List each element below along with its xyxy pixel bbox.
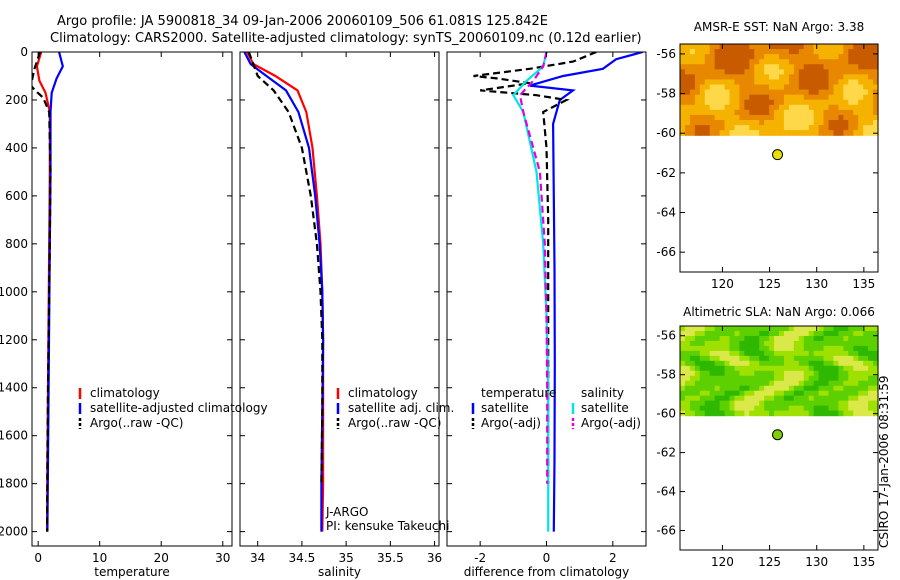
temperature-legend-entry: Argo(..raw -QC) [90, 416, 183, 430]
salinity-xtick-label: 34 [250, 551, 265, 565]
temperature-panel: 0 10 20 30 0 200 400 600 800 1000 1200 1400 1600 1800… [0, 45, 268, 579]
depth-tick-label: 200 [5, 93, 28, 107]
sla-heatmap-field [680, 326, 879, 417]
sst-lat-tick-label: -60 [656, 126, 676, 140]
salinity-panel: 34 34.5 35 35.5 36 salinity climatologysatelli… [239, 51, 454, 579]
difference-legend-entry: satellite [581, 401, 629, 415]
depth-tick-label: 1800 [0, 477, 28, 491]
difference-legend-group-title: temperature [481, 386, 556, 400]
sst-heatmap-field [680, 44, 879, 136]
temperature-xtick-label: 20 [154, 551, 169, 565]
depth-tick-label: 1000 [0, 285, 28, 299]
difference-series-2 [511, 52, 550, 532]
salinity-series-1 [243, 52, 325, 532]
temperature-legend-entry: satellite-adjusted climatology [90, 401, 268, 415]
sst-lat-tick-label: -62 [656, 166, 676, 180]
figure-title-line2: Climatology: CARS2000. Satellite-adjuste… [50, 31, 642, 46]
sst-map-panel: AMSR-E SST: NaN Argo: 3.38 120 125 130 135 -5… [656, 20, 879, 291]
difference-legend-entry: Argo(-adj) [581, 416, 641, 430]
credit-text: CSIRO 17-Jan-2006 08:31:59 [877, 376, 891, 548]
depth-tick-label: 600 [5, 189, 28, 203]
sla-lon-tick-label: 120 [711, 555, 734, 569]
sst-lon-tick-label: 130 [805, 277, 828, 291]
sst-lat-tick-label: -56 [656, 47, 676, 61]
temperature-xtick-label: 10 [92, 551, 107, 565]
sla-lat-tick-label: -66 [656, 524, 676, 538]
depth-tick-label: 1400 [0, 381, 28, 395]
temperature-xtick-label: 0 [34, 551, 42, 565]
sla-map-frame [679, 325, 879, 551]
salinity-legend-entry: climatology [348, 386, 418, 400]
difference-series-3 [518, 52, 549, 484]
depth-tick-label: 400 [5, 141, 28, 155]
difference-legend: temperaturesatelliteArgo(-adj)salinitysa… [471, 386, 641, 430]
figure-title-line1: Argo profile: JA 5900818_34 09-Jan-2006 … [57, 14, 548, 29]
temperature-axes-frame [31, 51, 233, 547]
salinity-series-2 [247, 52, 324, 484]
sst-lon-tick-label: 125 [758, 277, 781, 291]
difference-xtick-label: 2 [609, 551, 617, 565]
sla-lon-tick-label: 130 [805, 555, 828, 569]
difference-legend-entry: satellite [481, 401, 529, 415]
temperature-xlabel: temperature [94, 565, 169, 579]
depth-tick-label: 1200 [0, 333, 28, 347]
salinity-xlabel: salinity [318, 565, 361, 579]
temperature-series-2 [32, 52, 52, 532]
depth-tick-label: 2000 [0, 525, 28, 539]
sla-lat-tick-label: -60 [656, 407, 676, 421]
temperature-xtick-label: 30 [215, 551, 230, 565]
sst-float-marker [772, 149, 784, 161]
salinity-xtick-label: 34.5 [289, 551, 316, 565]
salinity-series-0 [246, 52, 325, 532]
sst-map-title: AMSR-E SST: NaN Argo: 3.38 [694, 20, 864, 34]
sst-lat-tick-label: -66 [656, 245, 676, 259]
salinity-legend-entry: Argo(..raw -QC) [348, 416, 441, 430]
sla-map-panel: Altimetric SLA: NaN Argo: 0.066 120 125 130… [656, 305, 879, 569]
difference-legend-entry: Argo(-adj) [481, 416, 541, 430]
sla-lat-tick-label: -58 [656, 368, 676, 382]
salinity-annotation: J-ARGO [325, 505, 368, 519]
difference-series-1 [473, 52, 597, 484]
temperature-legend-entry: climatology [90, 386, 160, 400]
salinity-xtick-label: 35 [338, 551, 353, 565]
salinity-axes-frame [239, 51, 440, 547]
salinity-xtick-label: 35.5 [377, 551, 404, 565]
salinity-xtick-label: 36 [427, 551, 442, 565]
salinity-annotation: PI: kensuke Takeuchi [326, 519, 449, 533]
sla-lat-tick-label: -56 [656, 329, 676, 343]
difference-xtick-label: -2 [474, 551, 486, 565]
salinity-legend-entry: satellite adj. clim. [348, 401, 454, 415]
depth-tick-label: 0 [20, 45, 28, 59]
difference-legend-group-title: salinity [581, 386, 624, 400]
sst-lat-tick-label: -58 [656, 87, 676, 101]
sst-lat-tick-label: -64 [656, 206, 676, 220]
sst-lon-tick-label: 120 [711, 277, 734, 291]
sst-lon-tick-label: 135 [852, 277, 875, 291]
difference-xtick-label: 0 [543, 551, 551, 565]
sla-float-marker [772, 429, 784, 441]
sla-lon-tick-label: 125 [758, 555, 781, 569]
difference-xlabel: difference from climatology [464, 565, 630, 579]
sla-lat-tick-label: -64 [656, 485, 676, 499]
sla-map-title: Altimetric SLA: NaN Argo: 0.066 [683, 305, 875, 319]
sst-map-frame [679, 43, 879, 273]
sla-lat-tick-label: -62 [656, 446, 676, 460]
depth-tick-label: 1600 [0, 429, 28, 443]
depth-tick-label: 800 [5, 237, 28, 251]
sla-lon-tick-label: 135 [852, 555, 875, 569]
